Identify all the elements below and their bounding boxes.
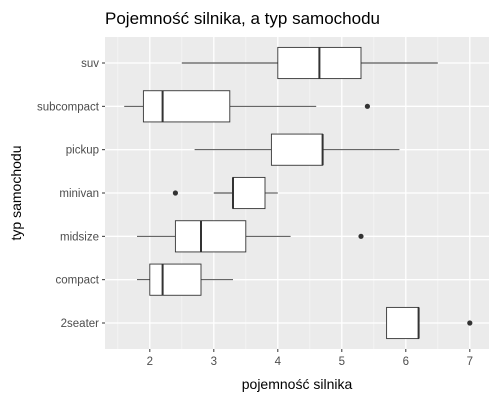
outlier-point (364, 103, 370, 109)
outlier-point (467, 320, 473, 326)
x-tick-label: 2 (147, 356, 153, 368)
box-suv (181, 46, 438, 80)
iqr-box (270, 133, 324, 166)
iqr-box (142, 90, 231, 123)
x-axis-title: pojemność silnika (242, 376, 353, 392)
x-tick-label: 6 (403, 356, 409, 368)
y-axis-title: typ samochodu (8, 146, 24, 241)
iqr-box (174, 220, 247, 253)
box-midsize (137, 220, 364, 253)
y-tick-label: suv (81, 58, 99, 70)
y-tick-label: compact (56, 275, 100, 287)
y-tick-label: midsize (60, 231, 99, 243)
box-subcompact (124, 90, 370, 123)
chart-title: Pojemność silnika, a typ samochodu (105, 9, 380, 28)
box-minivan (172, 176, 278, 210)
y-tick-label: 2seater (61, 318, 100, 330)
y-tick-label: minivan (59, 188, 99, 200)
x-tick-label: 7 (467, 356, 473, 368)
outlier-point (172, 190, 178, 196)
x-tick-label: 3 (211, 356, 217, 368)
y-tick-label: pickup (66, 145, 99, 157)
iqr-box (232, 176, 266, 210)
x-tick-label: 4 (275, 356, 282, 368)
iqr-box (386, 306, 420, 340)
boxes (124, 46, 473, 340)
iqr-box (149, 263, 202, 296)
y-tick-label: subcompact (37, 101, 100, 113)
box-pickup (194, 133, 400, 166)
box-compact (137, 263, 233, 296)
axes: suv subcompact pickup minivan midsize compact… (37, 58, 473, 368)
x-tick-label: 5 (339, 356, 345, 368)
outlier-point (358, 233, 364, 239)
box-2seater (386, 306, 473, 340)
